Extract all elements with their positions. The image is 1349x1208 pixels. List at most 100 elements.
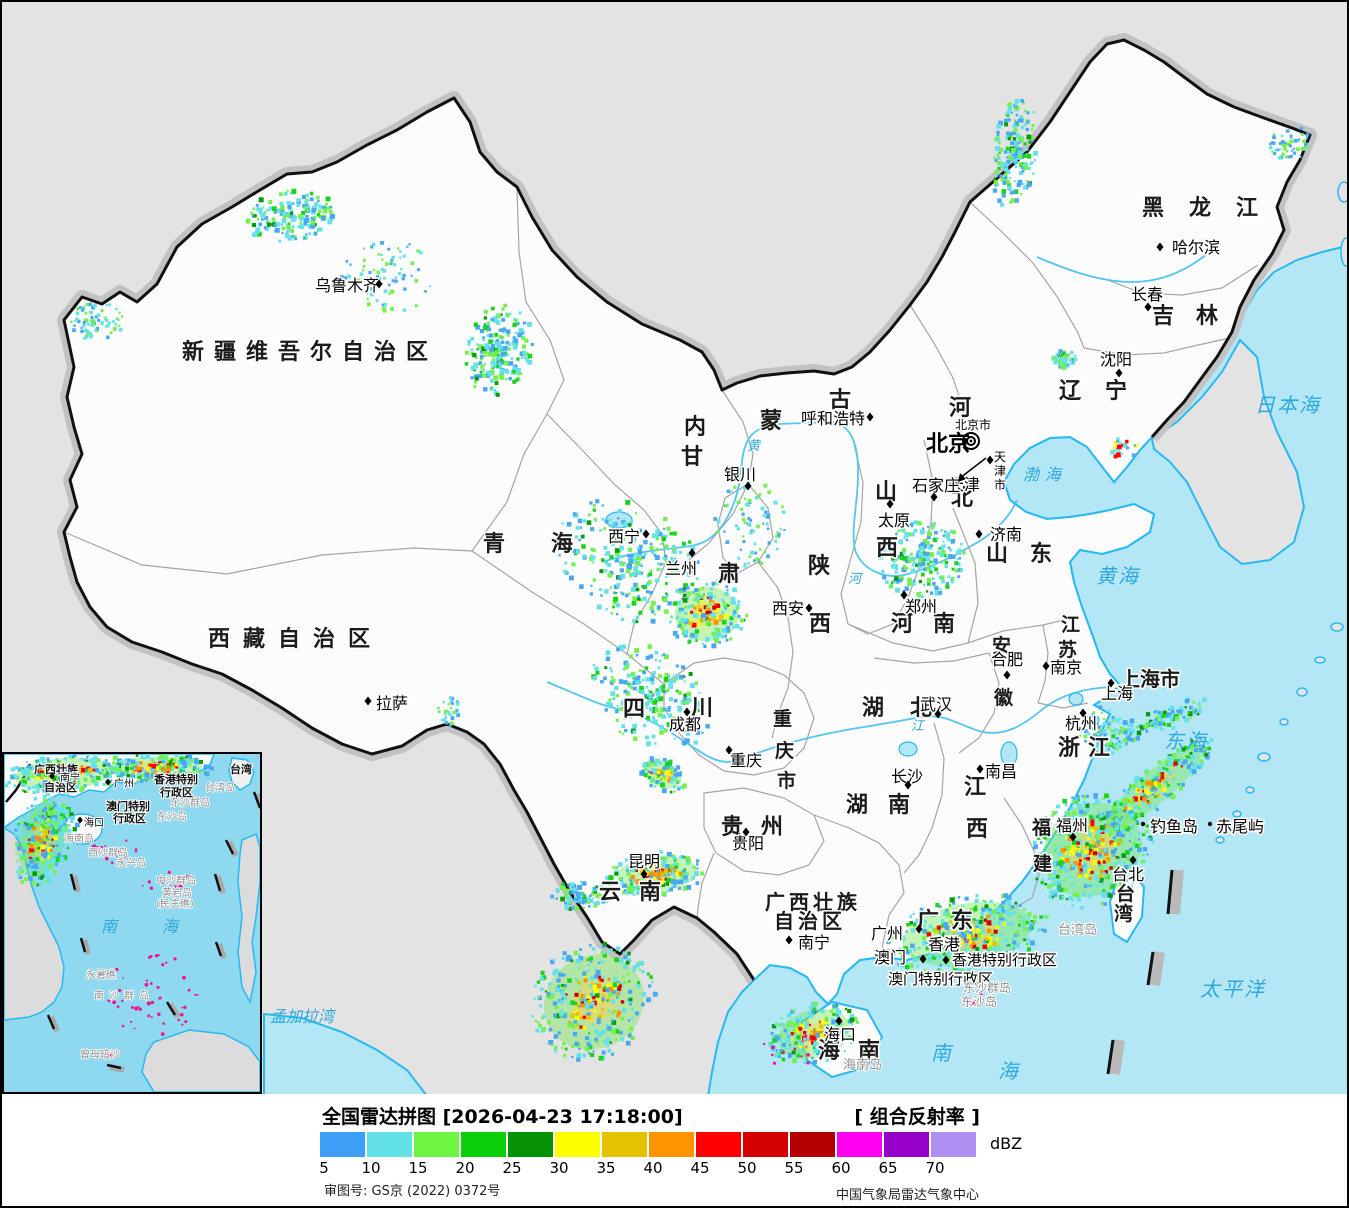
echo-pixel — [499, 349, 503, 353]
echo-pixel — [664, 574, 668, 578]
echo-pixel — [65, 773, 70, 777]
echo-pixel — [664, 544, 669, 549]
echo-pixel — [772, 1034, 775, 1038]
echo-pixel — [910, 552, 913, 556]
echo-pixel — [1086, 857, 1090, 861]
echo-pixel — [554, 968, 559, 974]
echo-pixel — [677, 725, 682, 730]
capital-symbol — [962, 432, 980, 450]
echo-pixel — [774, 539, 778, 543]
echo-pixel — [552, 1001, 558, 1006]
echo-pixel — [155, 766, 159, 770]
echo-pixel — [944, 564, 948, 569]
echo-pixel — [1305, 136, 1308, 139]
echo-pixel — [1090, 822, 1095, 827]
echo-pixel — [151, 770, 157, 776]
echo-pixel — [705, 610, 710, 615]
echo-pixel — [1079, 730, 1082, 733]
echo-pixel — [1051, 356, 1056, 361]
echo-pixel — [88, 302, 92, 307]
echo-pixel — [947, 575, 951, 578]
map-label: 川 — [690, 696, 713, 721]
echo-pixel — [316, 195, 320, 200]
echo-pixel — [1300, 147, 1305, 151]
echo-pixel — [118, 760, 122, 764]
echo-pixel — [589, 944, 592, 947]
echo-pixel — [594, 666, 599, 671]
echo-pixel — [1171, 709, 1175, 713]
echo-pixel — [559, 999, 563, 1004]
echo-pixel — [575, 525, 580, 530]
echo-pixel — [1098, 816, 1103, 821]
echo-pixel — [685, 879, 689, 883]
echo-pixel — [408, 243, 411, 246]
map-label: 南 — [931, 1041, 954, 1065]
echo-pixel — [258, 207, 263, 212]
echo-pixel — [913, 921, 917, 925]
echo-pixel — [380, 267, 384, 271]
echo-pixel — [1099, 737, 1103, 740]
echo-pixel — [616, 1010, 622, 1015]
echo-pixel — [623, 964, 628, 970]
echo-pixel — [682, 855, 686, 859]
echo-pixel — [951, 933, 955, 937]
echo-pixel — [508, 342, 512, 346]
map-label: 香港特别行政区 — [952, 951, 1057, 969]
echo-pixel — [501, 318, 505, 322]
echo-pixel — [971, 941, 976, 946]
echo-pixel — [46, 867, 50, 871]
echo-pixel — [644, 666, 649, 670]
echo-pixel — [908, 963, 914, 968]
echo-pixel — [188, 764, 192, 767]
echo-pixel — [957, 896, 961, 899]
echo-pixel — [1113, 454, 1118, 459]
echo-pixel — [681, 878, 686, 883]
echo-pixel — [649, 975, 653, 979]
echo-pixel — [1180, 757, 1183, 760]
echo-pixel — [1052, 810, 1057, 816]
echo-pixel — [904, 961, 909, 965]
map-label: 杭州 — [1065, 714, 1097, 733]
echo-pixel — [588, 1038, 592, 1042]
echo-pixel — [112, 755, 118, 761]
echo-pixel — [1068, 836, 1073, 841]
echo-pixel — [669, 620, 672, 624]
echo-pixel — [629, 684, 633, 687]
echo-pixel — [909, 921, 913, 925]
echo-pixel — [1167, 755, 1172, 761]
echo-pixel — [725, 540, 730, 544]
echo-pixel — [736, 527, 740, 531]
echo-pixel — [1119, 809, 1122, 812]
echo-pixel — [447, 711, 451, 715]
echo-pixel — [617, 517, 620, 520]
echo-pixel — [665, 882, 669, 886]
echo-pixel — [833, 1038, 839, 1044]
echo-pixel — [56, 760, 61, 764]
echo-pixel — [1176, 760, 1181, 766]
echo-pixel — [448, 724, 452, 727]
echo-pixel — [67, 775, 73, 781]
echo-pixel — [526, 357, 529, 361]
echo-pixel — [1075, 801, 1078, 804]
echo-pixel — [51, 857, 56, 862]
echo-pixel — [1135, 821, 1140, 825]
echo-pixel — [664, 582, 668, 585]
echo-pixel — [962, 934, 967, 939]
echo-pixel — [115, 771, 121, 776]
echo-pixel — [781, 1057, 786, 1062]
echo-pixel — [256, 207, 261, 212]
echo-pixel — [1129, 718, 1135, 724]
echo-pixel — [1085, 808, 1090, 813]
echo-pixel — [1285, 129, 1290, 133]
echo-pixel — [276, 209, 281, 213]
echo-pixel — [589, 501, 593, 505]
echo-pixel — [1154, 788, 1157, 792]
map-label: 福州 — [1056, 816, 1088, 835]
echo-pixel — [85, 333, 89, 337]
echo-pixel — [930, 544, 934, 548]
echo-pixel — [35, 776, 39, 780]
echo-pixel — [994, 158, 998, 162]
echo-pixel — [1102, 722, 1107, 726]
echo-pixel — [1103, 733, 1107, 737]
echo-pixel — [852, 1016, 858, 1021]
